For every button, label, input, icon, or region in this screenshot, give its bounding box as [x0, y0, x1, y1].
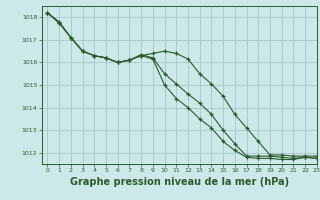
- X-axis label: Graphe pression niveau de la mer (hPa): Graphe pression niveau de la mer (hPa): [70, 177, 289, 187]
